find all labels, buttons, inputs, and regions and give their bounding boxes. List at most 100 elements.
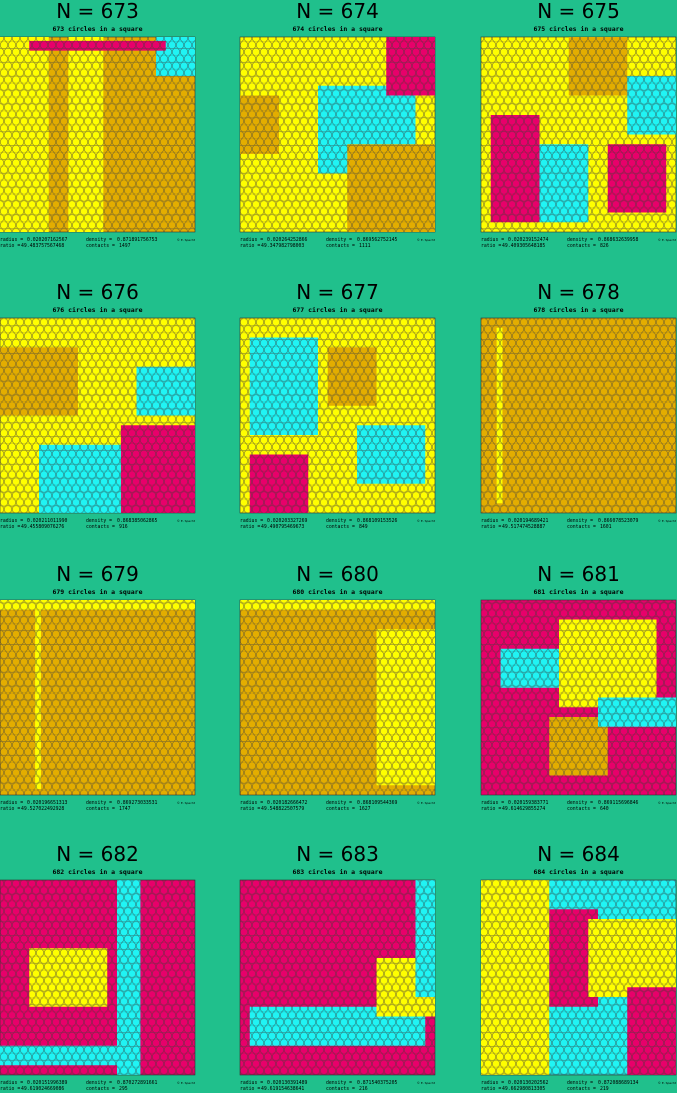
density-label: density =	[86, 237, 112, 243]
contacts-value: 826	[600, 243, 609, 249]
panel-title: N = 680	[296, 562, 379, 586]
credit: © E. Specht	[177, 801, 196, 805]
packing-region	[249, 337, 318, 435]
density-value: 0.871540375205	[357, 1080, 398, 1086]
ratio-value: 49.347982798003	[261, 243, 304, 249]
contacts-label: contacts =	[326, 1086, 355, 1092]
contacts-label: contacts =	[86, 1086, 115, 1092]
contacts-label: contacts =	[86, 243, 115, 249]
panel-title: N = 674	[296, 0, 379, 23]
contacts-value: 1627	[359, 806, 371, 812]
contacts-label: contacts =	[326, 243, 355, 249]
panel-subtitle: 682 circles in a square	[52, 868, 142, 876]
density-value: 0.870272891661	[117, 1080, 158, 1086]
ratio-value: 49.527022492928	[21, 806, 64, 812]
radius-label: radius =	[240, 800, 263, 806]
packing-region	[496, 327, 503, 504]
packing-region	[240, 600, 435, 610]
packing-region	[481, 880, 550, 1075]
panel-subtitle: 681 circles in a square	[533, 588, 623, 596]
credit: © E. Specht	[177, 519, 196, 523]
ratio-value: 49.619024669086	[21, 1086, 64, 1092]
ratio-value: 49.517474528887	[502, 524, 545, 530]
packing-region	[539, 144, 589, 223]
credit: © E. Specht	[658, 1081, 677, 1085]
panel: N = 675 675 circles in a square radius = 0.…	[480, 0, 677, 249]
credit: © E. Specht	[417, 1081, 436, 1085]
contacts-value: 1747	[119, 806, 131, 812]
credit: © E. Specht	[417, 519, 436, 523]
panel: N = 682 682 circles in a square radius = 0.…	[0, 842, 196, 1092]
density-value: 0.868632639958	[598, 237, 639, 243]
density-value: 0.872088689134	[598, 1080, 639, 1086]
ratio-label: ratio =	[240, 806, 260, 812]
density-label: density =	[326, 237, 352, 243]
density-label: density =	[86, 518, 112, 524]
radius-label: radius =	[0, 237, 23, 243]
contacts-value: 916	[119, 524, 128, 530]
contacts-value: 216	[359, 1086, 368, 1092]
contacts-value: 219	[600, 1086, 609, 1092]
contacts-label: contacts =	[326, 524, 355, 530]
ratio-label: ratio =	[481, 524, 501, 530]
panel: N = 684 684 circles in a square radius = 0.…	[480, 842, 677, 1092]
panel: N = 676 676 circles in a square radius = 0.…	[0, 280, 196, 530]
ratio-value: 49.483757567468	[21, 243, 64, 249]
radius-value: 0.020194689421	[508, 518, 549, 524]
packing-region	[627, 987, 676, 1075]
radius-label: radius =	[0, 1080, 23, 1086]
radius-label: radius =	[481, 800, 504, 806]
radius-label: radius =	[481, 237, 504, 243]
panel-subtitle: 675 circles in a square	[533, 25, 623, 33]
density-value: 0.868385062865	[117, 518, 158, 524]
contacts-value: 640	[600, 806, 609, 812]
panel-subtitle: 677 circles in a square	[292, 306, 382, 314]
radius-value: 0.020207162567	[27, 237, 68, 243]
credit: © E. Specht	[417, 238, 436, 242]
panel-title: N = 673	[56, 0, 139, 23]
contacts-value: 1497	[119, 243, 131, 249]
radius-value: 0.020130202562	[508, 1080, 549, 1086]
packing-region	[0, 600, 195, 610]
radius-label: radius =	[240, 237, 263, 243]
density-label: density =	[86, 800, 112, 806]
panel: N = 681 681 circles in a square radius = 0.…	[480, 562, 677, 812]
panel-subtitle: 684 circles in a square	[533, 868, 623, 876]
contacts-label: contacts =	[86, 524, 115, 530]
radius-label: radius =	[240, 518, 263, 524]
packing-region	[490, 115, 540, 223]
packing-region	[0, 37, 49, 232]
panel: N = 677 677 circles in a square radius = 0.…	[239, 280, 436, 530]
panel-title: N = 677	[296, 280, 379, 304]
packing-region	[29, 948, 108, 1007]
ratio-label: ratio =	[240, 243, 260, 249]
packing-region	[249, 454, 309, 513]
packing-region	[415, 880, 435, 997]
panel-subtitle: 676 circles in a square	[52, 306, 142, 314]
panel-title: N = 675	[537, 0, 620, 23]
credit: © E. Specht	[177, 1081, 196, 1085]
radius-value: 0.020203327269	[267, 518, 308, 524]
packing-region	[357, 425, 426, 484]
panel-title: N = 681	[537, 562, 620, 586]
packing-region	[607, 144, 667, 213]
ratio-value: 49.614629855274	[502, 806, 545, 812]
radius-value: 0.020264252866	[267, 237, 308, 243]
panel-title: N = 683	[296, 842, 379, 866]
packing-region	[120, 425, 195, 513]
packing-region	[0, 347, 78, 416]
density-value: 0.868109544369	[357, 800, 398, 806]
contacts-value: 849	[359, 524, 368, 530]
density-label: density =	[567, 518, 593, 524]
panel-subtitle: 680 circles in a square	[292, 588, 382, 596]
ratio-label: ratio =	[0, 1086, 20, 1092]
packing-region	[376, 629, 435, 786]
density-value: 0.871891756753	[117, 237, 158, 243]
panel-title: N = 679	[56, 562, 139, 586]
packing-region	[347, 144, 435, 232]
credit: © E. Specht	[177, 238, 196, 242]
packing-region	[0, 1045, 117, 1066]
packing-region	[136, 366, 195, 416]
ratio-label: ratio =	[481, 1086, 501, 1092]
